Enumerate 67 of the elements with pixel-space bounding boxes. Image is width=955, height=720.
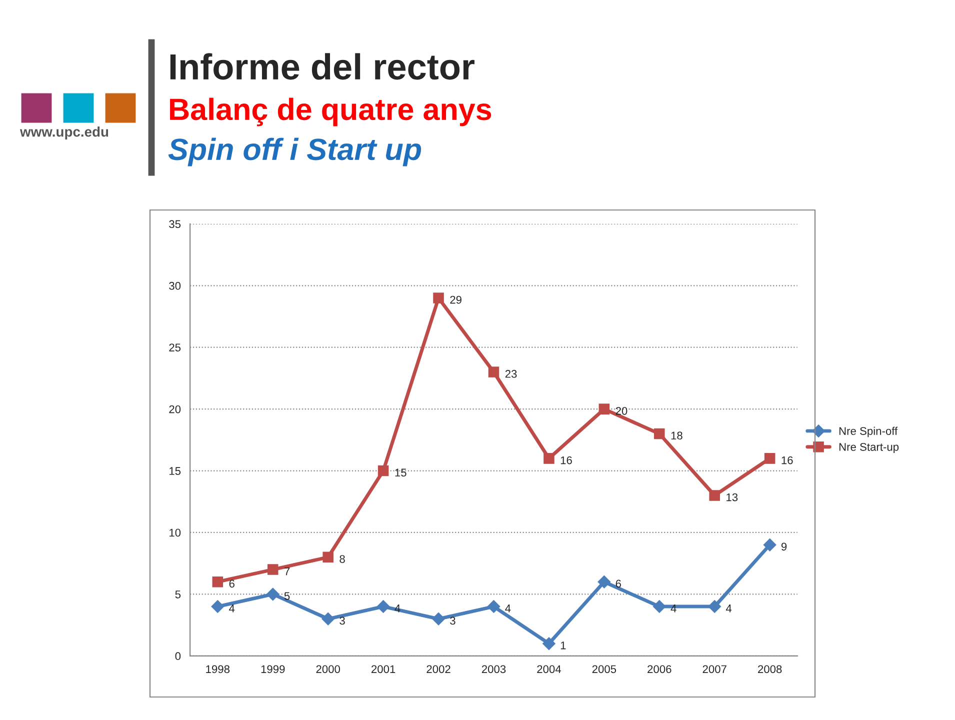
legend-label: Nre Start-up xyxy=(839,442,899,454)
data-label: 4 xyxy=(726,604,732,612)
data-label: 3 xyxy=(450,616,456,625)
point xyxy=(709,490,720,501)
x-tick-label: 1999 xyxy=(261,665,285,674)
y-tick-label: 35 xyxy=(169,220,181,228)
data-label: 15 xyxy=(395,468,406,477)
x-tick-label: 2006 xyxy=(648,665,672,674)
point xyxy=(652,600,666,613)
data-label: 1 xyxy=(560,642,566,650)
point xyxy=(212,576,224,588)
y-tick-label: 25 xyxy=(169,344,181,352)
y-tick-label: 5 xyxy=(175,590,181,598)
text: www.upc.edu xyxy=(20,126,108,140)
point xyxy=(322,612,334,626)
data-label: 29 xyxy=(450,296,462,304)
data-label: 4 xyxy=(229,604,235,612)
data-label: 8 xyxy=(340,555,345,563)
y-tick-label: 20 xyxy=(169,405,181,414)
chart-title: Informe del rector xyxy=(170,53,474,80)
x-tick-label: 2008 xyxy=(758,665,782,674)
x-tick-label: 2007 xyxy=(702,665,726,674)
point xyxy=(542,637,556,650)
data-label: 13 xyxy=(726,493,738,502)
y-tick-label: 10 xyxy=(170,528,181,537)
data-label: 23 xyxy=(505,370,517,378)
point xyxy=(764,453,776,464)
data-label: 18 xyxy=(671,432,682,440)
chart-subtitle: Balanç de quatre anys xyxy=(170,98,492,126)
x-tick-label: 1998 xyxy=(206,665,230,674)
x-tick-label: 2003 xyxy=(482,665,506,674)
point xyxy=(544,453,554,464)
y-tick-label: 30 xyxy=(169,282,181,290)
y-tick-label: 0 xyxy=(175,652,181,660)
x-tick-label: 2002 xyxy=(426,665,450,674)
x-tick-label: 2005 xyxy=(592,665,616,674)
point xyxy=(708,600,722,613)
data-label: 20 xyxy=(616,406,628,415)
point xyxy=(211,600,224,613)
point xyxy=(432,612,445,626)
x-tick-label: 2001 xyxy=(372,665,396,674)
legend-label: Nre Spin-off xyxy=(839,426,898,438)
point xyxy=(378,465,389,476)
text: Spin off i Start up xyxy=(168,138,422,166)
point xyxy=(433,292,444,304)
point xyxy=(267,564,278,575)
data-label: 5 xyxy=(284,592,290,600)
data-label: 6 xyxy=(229,580,234,588)
point xyxy=(488,366,500,378)
data-label: 16 xyxy=(560,456,572,464)
data-label: 4 xyxy=(505,604,511,612)
point xyxy=(266,588,280,601)
point xyxy=(763,538,776,552)
data-label: 3 xyxy=(340,616,345,625)
x-tick-label: 2000 xyxy=(316,665,340,674)
point xyxy=(654,428,665,440)
data-label: 6 xyxy=(616,580,621,588)
data-label: 7 xyxy=(284,568,290,576)
x-tick-label: 2004 xyxy=(537,665,561,674)
point xyxy=(598,575,611,588)
point xyxy=(598,404,610,414)
data-label: 9 xyxy=(781,542,787,551)
data-label: 16 xyxy=(782,456,793,464)
y-tick-label: 15 xyxy=(170,467,181,475)
point xyxy=(322,552,334,563)
point xyxy=(376,600,390,613)
point xyxy=(487,600,500,613)
